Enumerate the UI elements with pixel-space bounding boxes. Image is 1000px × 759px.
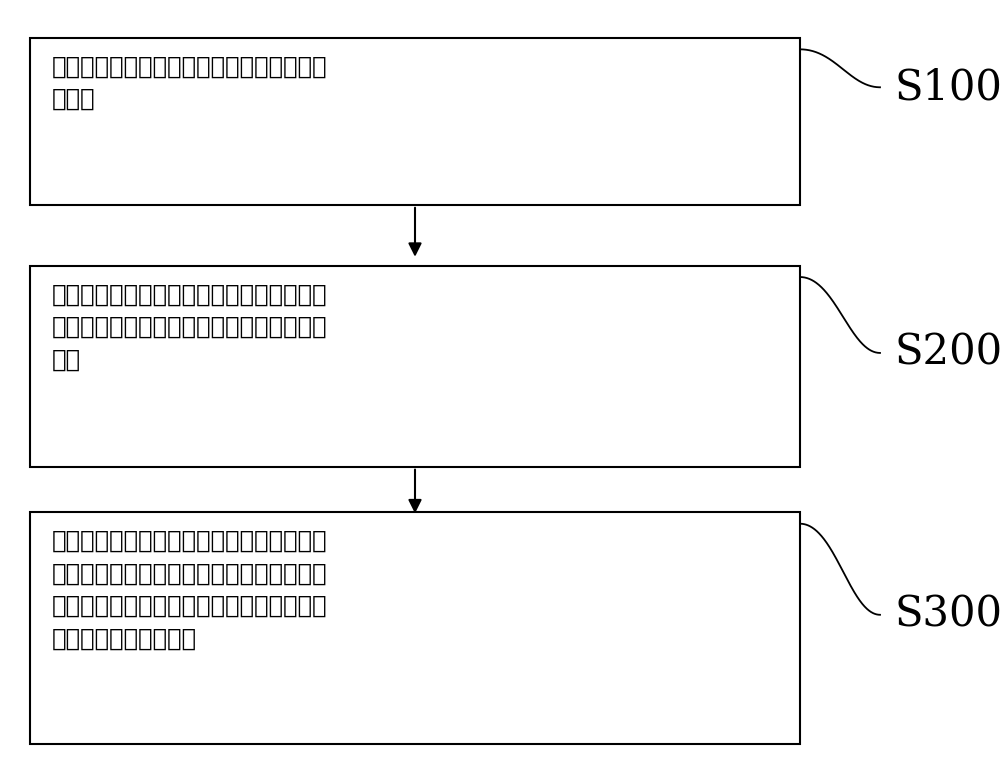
Text: S200: S200 bbox=[895, 332, 1000, 374]
Text: 结合患者的骨架数据和咀嚼运动的三维轨迹
数据，自动对虚拟牙合架初步模型进行虚拟
调牙合优化处理，得到具有患者个性化特征
的三维虚拟牙合架模型: 结合患者的骨架数据和咀嚼运动的三维轨迹 数据，自动对虚拟牙合架初步模型进行虚拟 … bbox=[52, 529, 328, 650]
Text: S100: S100 bbox=[895, 66, 1000, 109]
Text: 检测记录并保存患者的上颌、下颌和颞下颌
关节的骨架数据；以及咀嚼运动的三维轨迹
数据: 检测记录并保存患者的上颌、下颌和颞下颌 关节的骨架数据；以及咀嚼运动的三维轨迹 … bbox=[52, 282, 328, 371]
Text: 采用辅助设计软件构建三维的虚拟牙合架初
步模型: 采用辅助设计软件构建三维的虚拟牙合架初 步模型 bbox=[52, 55, 328, 112]
Text: S300: S300 bbox=[895, 594, 1000, 636]
Bar bbox=[30, 38, 800, 205]
Bar bbox=[30, 266, 800, 467]
Bar bbox=[30, 512, 800, 744]
